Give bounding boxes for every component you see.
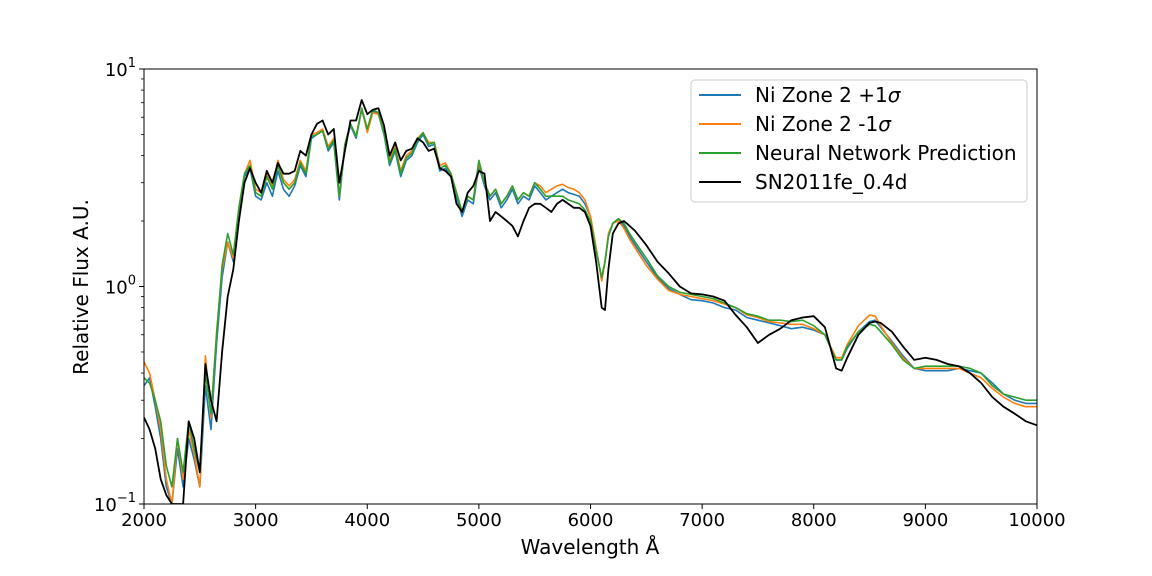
series-layer <box>144 99 1037 504</box>
legend-label-ni-plus: Ni Zone 2 +1σ <box>755 83 902 107</box>
x-tick-label: 9000 <box>902 510 948 531</box>
series-line-sn2011fe-0-4d <box>144 99 1037 504</box>
x-tick-label: 2000 <box>121 510 167 531</box>
legend-label-sn2011fe: SN2011fe_0.4d <box>755 170 907 194</box>
legend-label-nn-prediction: Neural Network Prediction <box>755 141 1017 165</box>
legend-label-ni-minus: Ni Zone 2 -1σ <box>755 112 892 136</box>
y-axis-label: Relative Flux A.U. <box>69 199 93 375</box>
y-tick-label: 10−1 <box>94 491 136 516</box>
x-tick-label: 7000 <box>679 510 725 531</box>
x-tick-label: 8000 <box>791 510 837 531</box>
x-tick-label: 6000 <box>568 510 614 531</box>
ticks-layer: 2000 3000 4000 5000 6000 7000 8000 9000 10000 10−… <box>94 56 1066 531</box>
x-tick-label: 10000 <box>1008 510 1065 531</box>
y-tick-label: 101 <box>105 56 136 81</box>
legend-box <box>690 79 1028 203</box>
x-tick-label: 3000 <box>233 510 279 531</box>
x-axis-label: Wavelength Å <box>521 535 660 559</box>
legend: Ni Zone 2 +1σ Ni Zone 2 -1σ Neural Netwo… <box>690 79 1028 203</box>
y-tick-label: 100 <box>105 274 136 299</box>
x-tick-label: 5000 <box>456 510 502 531</box>
series-line-neural-network-prediction <box>144 107 1037 488</box>
x-tick-label: 4000 <box>344 510 390 531</box>
